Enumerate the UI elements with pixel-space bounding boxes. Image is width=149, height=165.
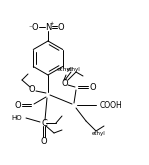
Text: N: N bbox=[45, 22, 51, 32]
Text: ethyl: ethyl bbox=[57, 67, 73, 72]
Text: O: O bbox=[32, 22, 38, 32]
Text: O: O bbox=[29, 85, 35, 95]
Text: O: O bbox=[15, 100, 21, 110]
Text: O: O bbox=[62, 80, 68, 88]
Text: +: + bbox=[49, 21, 53, 26]
Text: ethyl: ethyl bbox=[92, 132, 106, 136]
Text: COOH: COOH bbox=[100, 100, 123, 110]
Text: ethyl: ethyl bbox=[67, 66, 81, 71]
Text: O: O bbox=[41, 136, 47, 146]
Text: HO: HO bbox=[11, 115, 22, 121]
Text: O: O bbox=[58, 22, 64, 32]
Text: O: O bbox=[90, 82, 96, 92]
Text: C: C bbox=[41, 118, 47, 128]
Text: ⁻: ⁻ bbox=[28, 26, 32, 32]
